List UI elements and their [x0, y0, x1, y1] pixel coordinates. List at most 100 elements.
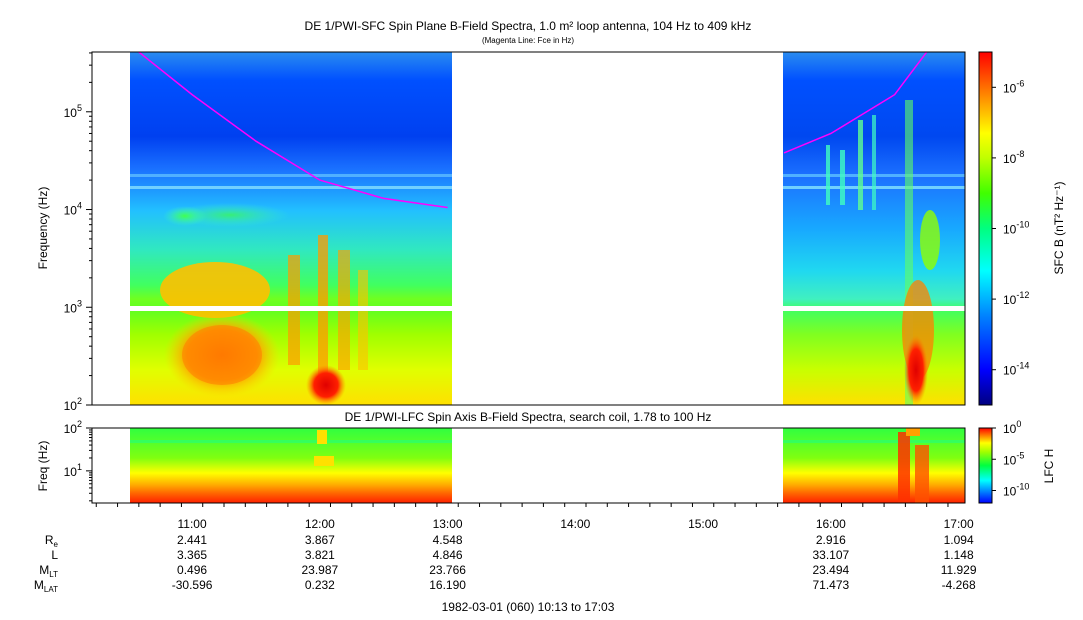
lfc-band — [783, 440, 965, 443]
sfc-line-band — [130, 186, 452, 189]
sfc-y-tick-label: 105 — [64, 103, 82, 120]
sfc-y-axis-label: Frequency (Hz) — [36, 187, 50, 270]
sfc-y-tick-label-exponent: 4 — [77, 201, 82, 211]
ephemeris-value: 3.365 — [177, 548, 207, 562]
lfc-burst — [915, 445, 929, 503]
fce-curve — [783, 52, 928, 154]
lfc-data-block — [783, 428, 965, 503]
sfc-burst — [858, 120, 863, 210]
ephemeris-label-sub: LT — [49, 570, 58, 579]
lfc-colorbar-tick-label-mantissa: 10 — [1003, 422, 1017, 436]
sfc-y-tick-label: 104 — [64, 201, 82, 218]
top-panel-subtitle: (Magenta Line: Fce in Hz) — [482, 36, 574, 45]
sfc-emission-blob — [160, 262, 270, 318]
sfc-colorbar-tick-label-mantissa: 10 — [1003, 223, 1017, 237]
lfc-colorbar-tick-label: 10-5 — [1003, 450, 1024, 467]
lfc-band — [130, 440, 452, 443]
ephemeris-value: -30.596 — [172, 578, 213, 592]
sfc-panel-frame — [91, 51, 966, 406]
sfc-colorbar-tick-label: 10-14 — [1003, 361, 1029, 378]
ephemeris-row-label: Re — [45, 533, 59, 549]
sfc-burst — [318, 235, 328, 375]
sfc-emission-blob — [170, 203, 290, 227]
sfc-line-band — [130, 174, 452, 177]
ephemeris-value: -4.268 — [942, 578, 976, 592]
sfc-burst — [872, 115, 876, 210]
ephemeris-label-sub: LAT — [44, 585, 58, 594]
sfc-colorbar-tick-label-mantissa: 10 — [1003, 293, 1017, 307]
lfc-y-tick-label-mantissa: 10 — [64, 465, 78, 479]
ephemeris-value: 71.473 — [813, 578, 850, 592]
sfc-burst — [840, 150, 845, 205]
sfc-colorbar-tick-label-mantissa: 10 — [1003, 81, 1017, 95]
lfc-colorbar-tick-label: 10-10 — [1003, 482, 1029, 499]
sfc-emission-blob — [920, 210, 940, 270]
lfc-colorbar-tick-label-mantissa: 10 — [1003, 485, 1017, 499]
ephemeris-table: Re 2.441 3.867 4.548 2.916 1.094 L 3.365 3.821 4.… — [34, 533, 977, 594]
sfc-colorbar-tick-label: 10-6 — [1003, 78, 1024, 95]
top-panel-title: DE 1/PWI-SFC Spin Plane B-Field Spectra,… — [305, 19, 752, 33]
time-tick-label: 13:00 — [433, 517, 463, 531]
ephemeris-label-main: R — [45, 533, 54, 547]
sfc-colorbar-tick-label-exponent: -6 — [1016, 78, 1024, 88]
ephemeris-row-label: L — [51, 548, 58, 562]
sfc-y-tick-label-mantissa: 10 — [64, 106, 78, 120]
ephemeris-value: 4.548 — [433, 533, 463, 547]
ephemeris-value: 11.929 — [941, 563, 977, 577]
ephemeris-value: 2.916 — [816, 533, 846, 547]
time-tick-label: 15:00 — [688, 517, 718, 531]
sfc-y-tick-label-exponent: 3 — [77, 298, 82, 308]
time-axis: 11:00 12:00 13:00 14:00 15:00 16:00 17:00 — [95, 503, 974, 531]
sfc-emission-blob — [904, 335, 928, 405]
time-range-footer: 1982-03-01 (060) 10:13 to 17:03 — [442, 600, 615, 614]
lfc-burst — [314, 456, 334, 466]
lfc-colorbar-tick-label-exponent: 0 — [1016, 419, 1021, 429]
fce-curve — [138, 52, 448, 209]
fce-line — [138, 52, 928, 209]
sfc-burst — [358, 270, 368, 370]
lfc-colorbar-tick-label-exponent: -5 — [1016, 450, 1024, 460]
lfc-colorbar-label: LFC H — [1042, 449, 1056, 484]
bottom-panel-title: DE 1/PWI-LFC Spin Axis B-Field Spectra, … — [345, 410, 712, 424]
ephemeris-value: 0.232 — [305, 578, 335, 592]
ephemeris-value: 3.867 — [305, 533, 335, 547]
sfc-burst — [826, 145, 830, 205]
lfc-spectrogram-image — [130, 428, 965, 503]
sfc-colorbar-tick-label-exponent: -12 — [1016, 290, 1029, 300]
sfc-y-tick-label: 103 — [64, 298, 82, 315]
ephemeris-label-main: L — [51, 548, 58, 562]
ephemeris-value: 4.846 — [433, 548, 463, 562]
sfc-emission-blob — [306, 365, 346, 405]
lfc-burst — [898, 432, 910, 503]
lfc-y-axis-label: Freq (Hz) — [36, 441, 50, 492]
ephemeris-row-label: MLAT — [34, 578, 58, 594]
sfc-colorbar-label-text: SFC B (nT² Hz⁻¹) — [1052, 182, 1066, 275]
lfc-colorbar-tick-label-mantissa: 10 — [1003, 453, 1017, 467]
ephemeris-label-main: M — [34, 578, 44, 592]
lfc-burst — [906, 428, 920, 436]
time-tick-label: 17:00 — [944, 517, 974, 531]
ephemeris-value: 1.148 — [944, 548, 974, 562]
sfc-colorbar-tick-label: 10-12 — [1003, 290, 1029, 307]
sfc-colorbar-tick-label-exponent: -14 — [1016, 361, 1029, 371]
lfc-y-tick-label: 101 — [64, 462, 82, 479]
lfc-colorbar-tick-label-exponent: -10 — [1016, 482, 1029, 492]
sfc-colorbar-scale — [978, 51, 993, 406]
ephemeris-value: 23.494 — [813, 563, 850, 577]
sfc-spectrogram-image — [92, 52, 965, 405]
lfc-colorbar-scale — [978, 427, 993, 504]
lfc-panel-frame — [91, 427, 966, 504]
ephemeris-row-label: MLT — [39, 563, 58, 579]
time-tick-label: 14:00 — [560, 517, 590, 531]
sfc-y-tick-label-mantissa: 10 — [64, 399, 78, 413]
sfc-emission-blob — [182, 325, 262, 385]
sfc-colorbar-tick-label-mantissa: 10 — [1003, 364, 1017, 378]
lfc-y-tick-label-mantissa: 10 — [64, 422, 78, 436]
ephemeris-value: 1.094 — [944, 533, 974, 547]
